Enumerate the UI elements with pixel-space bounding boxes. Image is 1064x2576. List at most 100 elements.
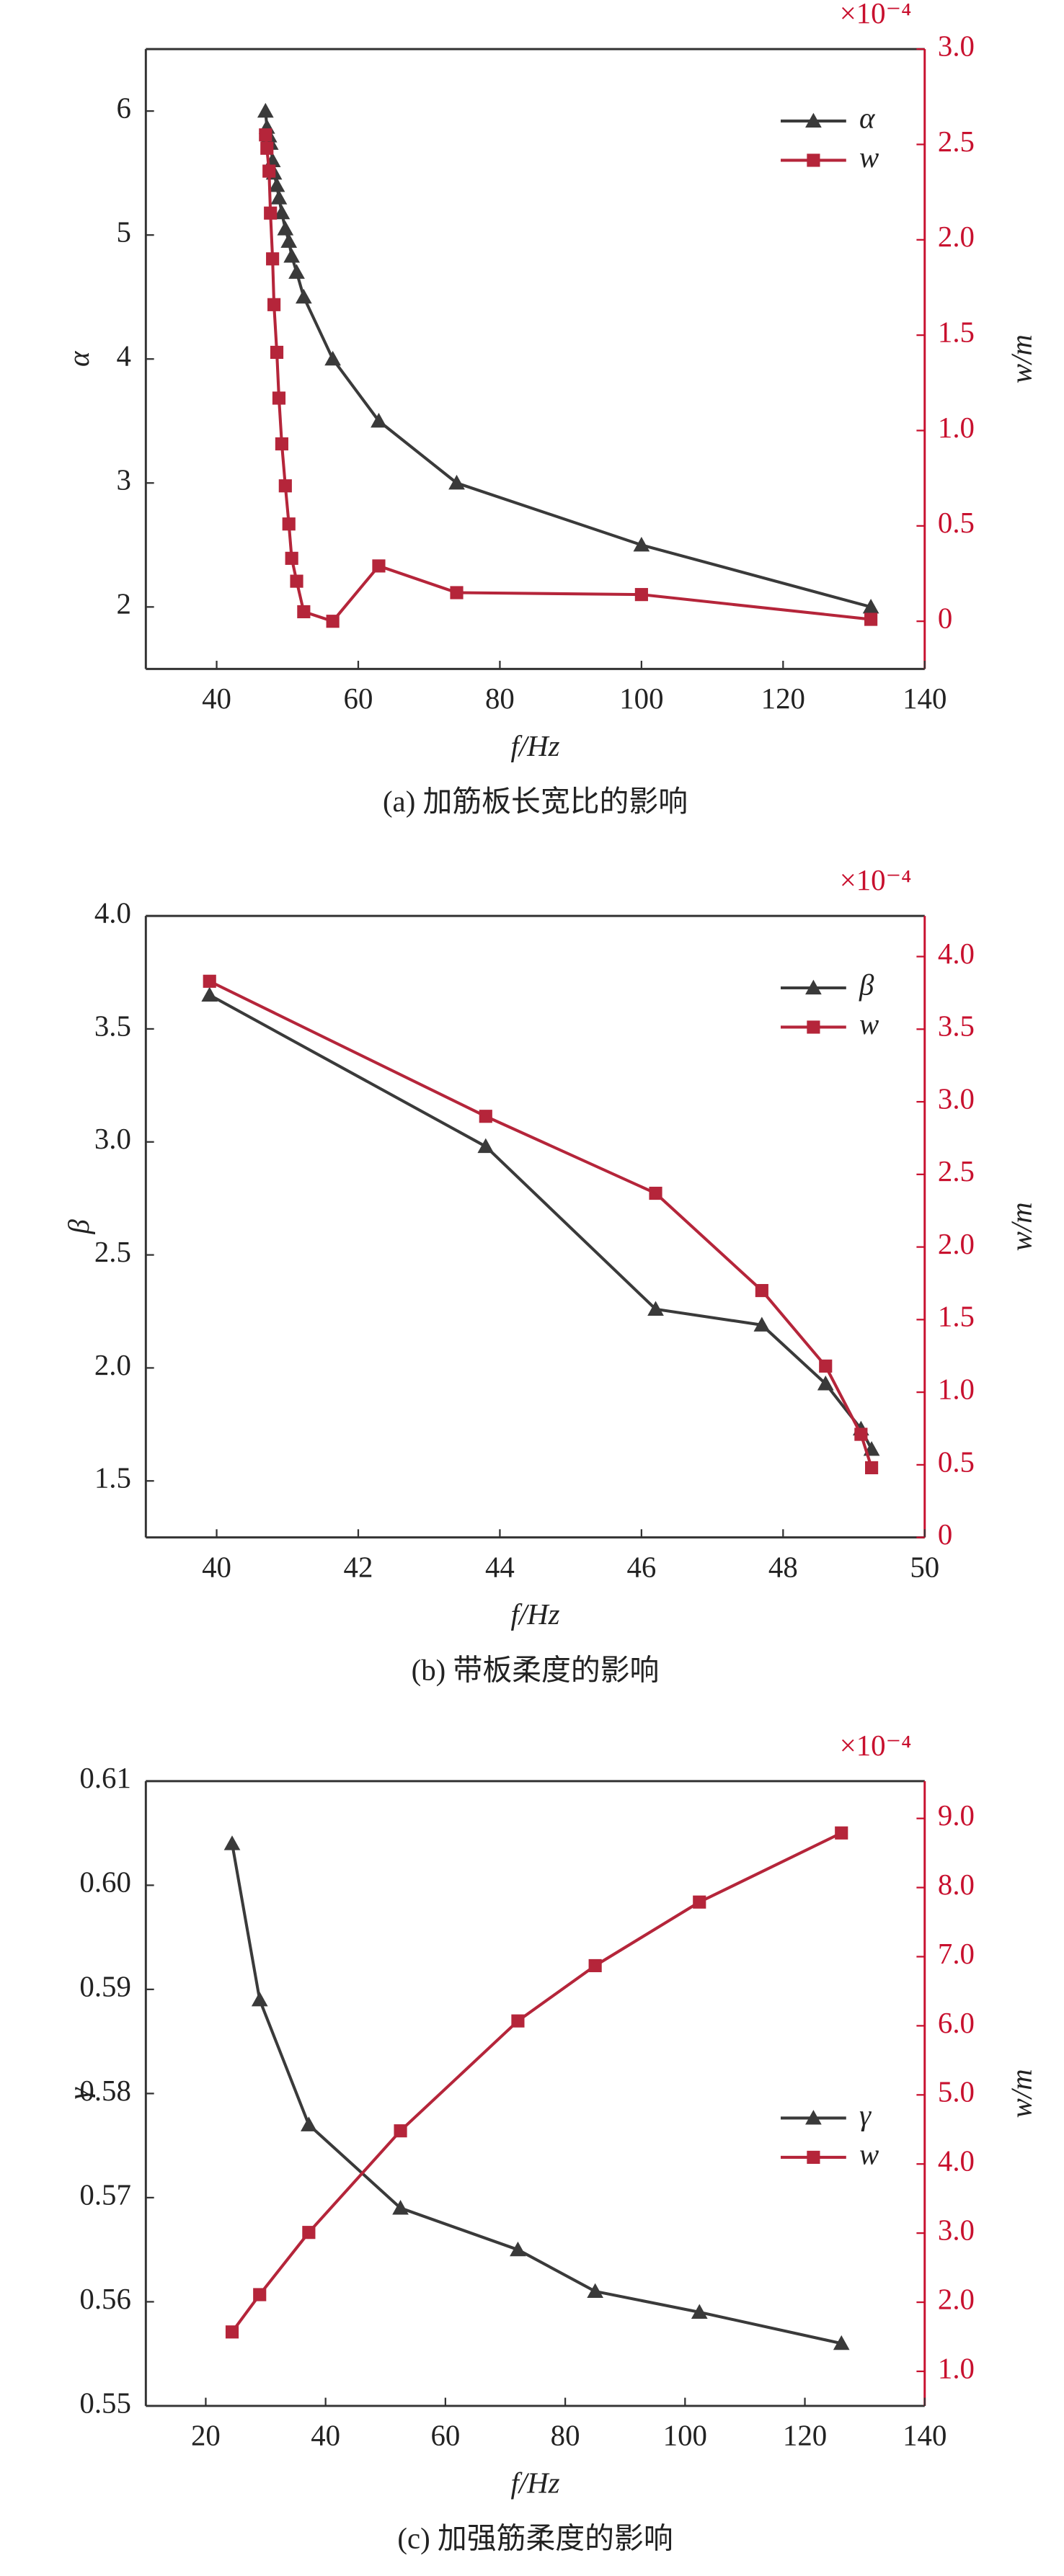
legend-label: α bbox=[859, 102, 876, 134]
square-marker bbox=[282, 517, 296, 531]
x-axis-label: f/Hz bbox=[510, 1598, 559, 1631]
annotation: ×10⁻⁴ bbox=[840, 1729, 912, 1762]
y2-axis-label: w/m bbox=[1006, 1202, 1038, 1251]
square-marker bbox=[260, 141, 274, 155]
triangle-marker bbox=[510, 2241, 526, 2257]
square-marker bbox=[272, 391, 286, 405]
y-tick-label: 0.59 bbox=[79, 1970, 130, 2002]
square-marker bbox=[835, 1826, 848, 1840]
series-line bbox=[208, 994, 873, 1450]
square-marker bbox=[865, 1461, 879, 1474]
square-marker bbox=[266, 252, 280, 266]
triangle-marker bbox=[296, 288, 312, 304]
square-marker bbox=[755, 1283, 768, 1298]
y2-tick-label: 2.5 bbox=[938, 125, 975, 158]
x-tick-label: 60 bbox=[430, 2420, 460, 2452]
y2-tick-label: 0.5 bbox=[938, 1445, 975, 1478]
square-marker bbox=[450, 586, 464, 600]
y-tick-label: 5 bbox=[116, 216, 130, 249]
series-line bbox=[264, 134, 872, 623]
square-marker bbox=[262, 164, 276, 178]
series-line bbox=[208, 979, 874, 1469]
x-tick-label: 140 bbox=[903, 2420, 946, 2452]
y2-tick-label: 9.0 bbox=[938, 1799, 975, 1832]
square-marker bbox=[225, 2325, 239, 2339]
y2-tick-label: 2.5 bbox=[938, 1155, 975, 1187]
y-axis-label: γ bbox=[63, 2087, 95, 2099]
y2-tick-label: 5.0 bbox=[938, 2076, 975, 2108]
square-marker bbox=[278, 479, 292, 493]
triangle-marker bbox=[324, 350, 341, 366]
y2-tick-label: 4.0 bbox=[938, 937, 975, 970]
legend-label: γ bbox=[859, 2099, 872, 2131]
y-tick-label: 2.5 bbox=[94, 1236, 131, 1268]
square-marker bbox=[479, 1110, 492, 1123]
triangle-marker bbox=[273, 204, 291, 220]
triangle-marker bbox=[251, 1991, 268, 2007]
y2-tick-label: 1.5 bbox=[938, 316, 975, 349]
y-tick-label: 0.58 bbox=[79, 2074, 130, 2107]
series-line bbox=[231, 1831, 843, 2333]
annotation: ×10⁻⁴ bbox=[840, 864, 912, 896]
y-tick-label: 2 bbox=[116, 588, 130, 620]
y2-tick-label: 7.0 bbox=[938, 1938, 975, 1970]
square-marker bbox=[372, 559, 386, 573]
y2-tick-label: 2.0 bbox=[938, 220, 975, 253]
x-tick-label: 40 bbox=[202, 682, 231, 715]
triangle-marker bbox=[448, 474, 465, 490]
square-marker bbox=[326, 615, 340, 628]
y2-tick-label: 2.0 bbox=[938, 2283, 975, 2315]
y2-tick-label: 0 bbox=[938, 602, 952, 635]
square-marker bbox=[253, 2288, 267, 2301]
series-line bbox=[230, 1843, 842, 2345]
square-marker bbox=[203, 974, 216, 988]
legend-label: w bbox=[859, 2138, 879, 2170]
series-line bbox=[264, 110, 872, 609]
y-tick-label: 0.55 bbox=[79, 2386, 130, 2419]
y-tick-label: 4 bbox=[116, 340, 130, 373]
y2-tick-label: 6.0 bbox=[938, 2007, 975, 2039]
triangle-marker bbox=[805, 979, 822, 995]
square-marker bbox=[511, 2014, 525, 2028]
y2-tick-label: 1.0 bbox=[938, 2352, 975, 2384]
triangle-marker bbox=[587, 2283, 603, 2299]
triangle-marker bbox=[753, 1316, 771, 1332]
square-marker bbox=[259, 128, 272, 142]
caption: (a) 加筋板长宽比的影响 bbox=[383, 785, 688, 818]
y-tick-label: 3 bbox=[116, 464, 130, 496]
y2-tick-label: 1.0 bbox=[938, 411, 975, 444]
caption: (b) 带板柔度的影响 bbox=[412, 1654, 660, 1686]
x-tick-label: 80 bbox=[485, 682, 515, 715]
y-tick-label: 0.61 bbox=[79, 1762, 130, 1794]
square-marker bbox=[275, 437, 288, 451]
triangle-marker bbox=[477, 1138, 495, 1154]
x-tick-label: 40 bbox=[311, 2420, 340, 2452]
x-tick-label: 46 bbox=[626, 1551, 656, 1583]
triangle-marker bbox=[862, 598, 879, 614]
triangle-marker bbox=[223, 1835, 241, 1850]
square-marker bbox=[394, 2124, 407, 2138]
triangle-marker bbox=[201, 986, 218, 1002]
square-marker bbox=[297, 605, 311, 619]
y2-tick-label: 2.0 bbox=[938, 1228, 975, 1260]
y-tick-label: 0.60 bbox=[79, 1866, 130, 1899]
y2-tick-label: 0.5 bbox=[938, 507, 975, 539]
square-marker bbox=[819, 1359, 833, 1373]
y-tick-label: 0.57 bbox=[79, 2178, 130, 2211]
triangle-marker bbox=[257, 102, 274, 118]
x-tick-label: 50 bbox=[910, 1551, 939, 1583]
x-tick-label: 40 bbox=[202, 1551, 231, 1583]
x-tick-label: 100 bbox=[619, 682, 663, 715]
y-axis-label: β bbox=[63, 1219, 95, 1235]
x-axis-label: f/Hz bbox=[510, 2467, 559, 2500]
square-marker bbox=[807, 1020, 820, 1034]
square-marker bbox=[634, 588, 648, 602]
x-tick-label: 48 bbox=[768, 1551, 798, 1583]
triangle-marker bbox=[691, 2304, 708, 2319]
x-axis-label: f/Hz bbox=[510, 730, 559, 762]
x-tick-label: 140 bbox=[903, 682, 946, 715]
x-tick-label: 100 bbox=[663, 2420, 707, 2452]
legend-label: w bbox=[859, 141, 879, 174]
triangle-marker bbox=[283, 248, 301, 263]
